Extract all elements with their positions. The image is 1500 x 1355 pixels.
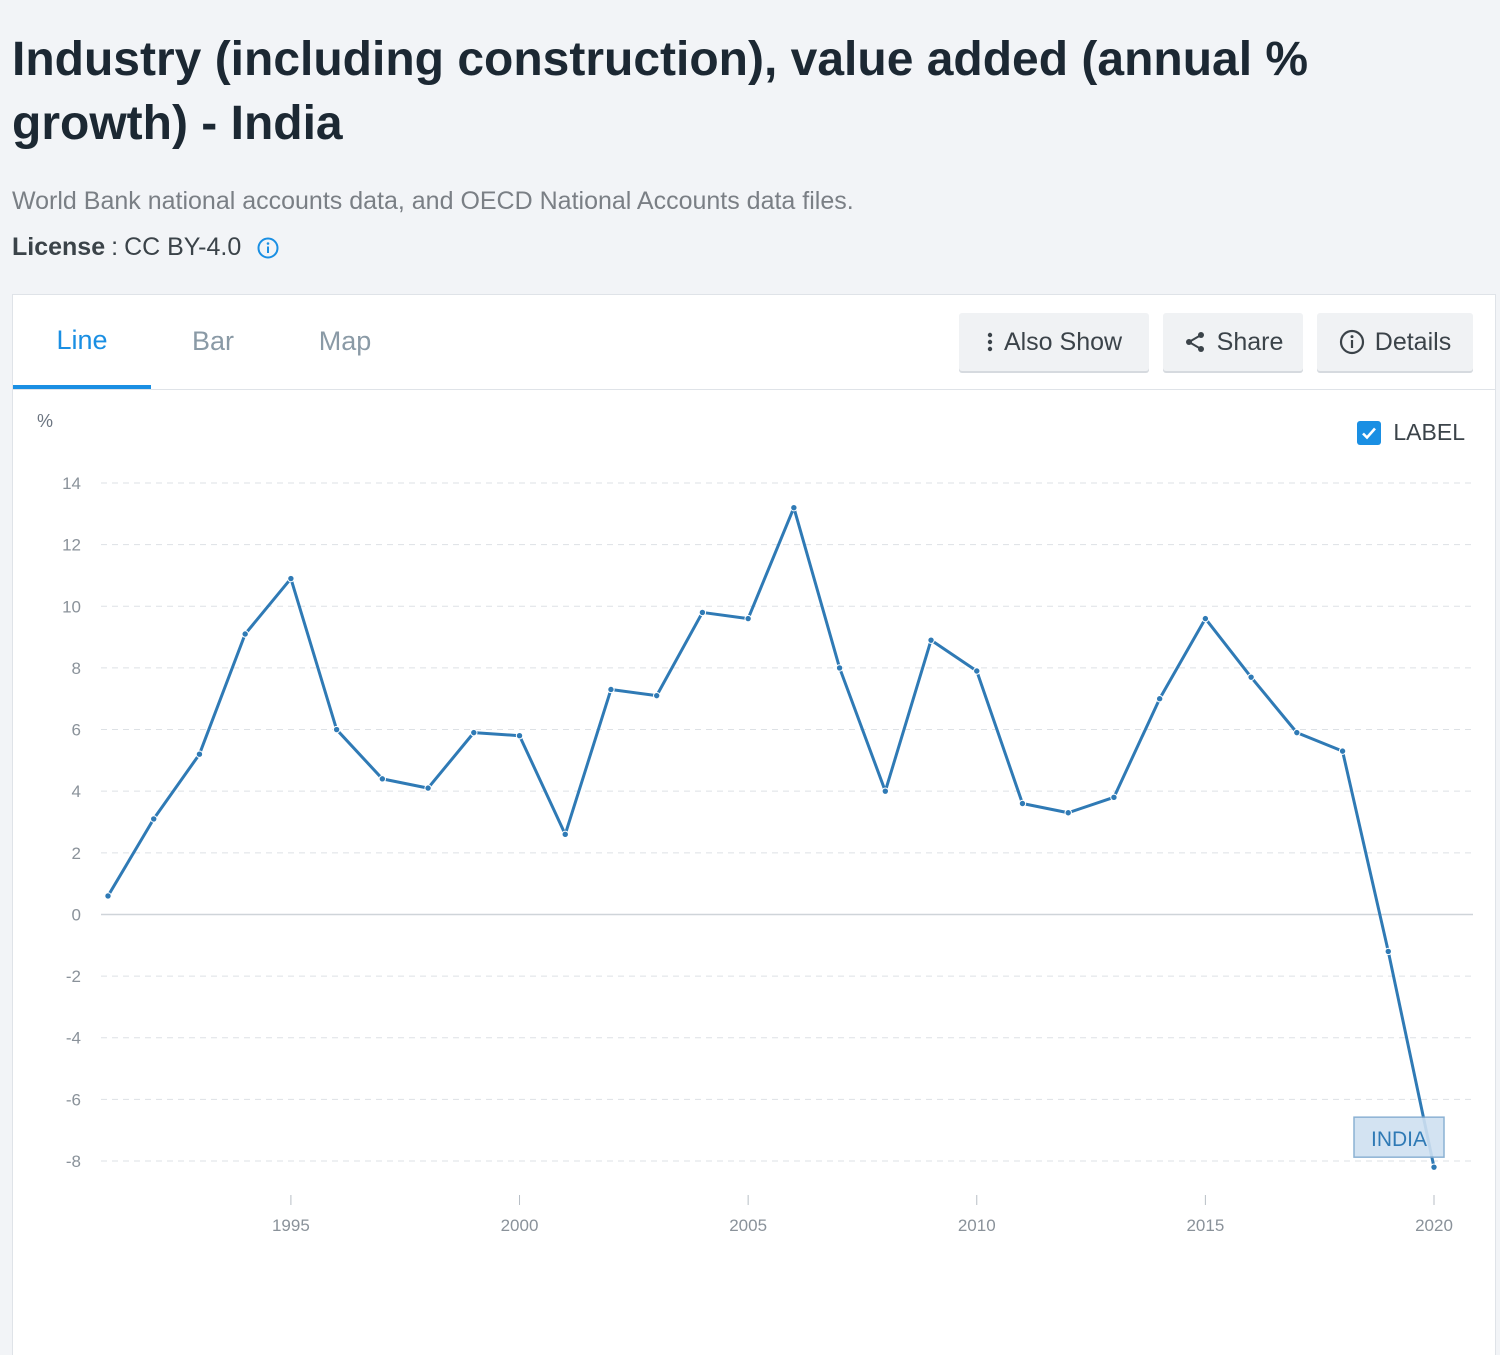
chart-card: Line Bar Map Also Show Share Details % L… <box>12 294 1496 1355</box>
data-point[interactable] <box>1430 1163 1438 1171</box>
share-button[interactable]: Share <box>1163 313 1303 371</box>
data-point[interactable] <box>1293 728 1301 737</box>
data-point[interactable] <box>744 614 752 623</box>
data-point[interactable] <box>150 815 158 823</box>
tab-line[interactable]: Line <box>13 295 151 389</box>
data-point[interactable] <box>652 691 661 700</box>
more-vertical-icon <box>987 332 993 352</box>
y-tick-label: 14 <box>62 474 81 493</box>
y-tick-label: 0 <box>72 905 81 924</box>
data-point[interactable] <box>104 892 112 900</box>
tab-map[interactable]: Map <box>318 325 372 356</box>
source-note: World Bank national accounts data, and O… <box>12 187 854 215</box>
data-point[interactable] <box>1110 793 1118 802</box>
share-icon <box>1185 332 1204 352</box>
x-tick-label: 2015 <box>1186 1216 1224 1235</box>
check-icon <box>1362 427 1377 439</box>
y-axis-unit: % <box>37 411 54 431</box>
also-show-button[interactable]: Also Show <box>959 313 1149 371</box>
series-label-box <box>1353 1116 1445 1158</box>
y-tick-label: 4 <box>72 782 81 801</box>
details-label: Details <box>1374 327 1452 356</box>
also-show-label: Also Show <box>1003 327 1123 356</box>
x-tick-label: 2000 <box>501 1216 539 1235</box>
data-point[interactable] <box>378 775 387 783</box>
series-label: INDIA <box>1371 1128 1427 1151</box>
data-point[interactable] <box>1018 799 1027 808</box>
page-title: Industry (including construction), value… <box>12 33 1309 150</box>
x-tick-label: 1995 <box>272 1216 310 1235</box>
label-toggle-text: LABEL <box>1393 419 1465 445</box>
data-point[interactable] <box>607 685 615 694</box>
data-point[interactable] <box>1384 947 1392 956</box>
x-tick-label: 2005 <box>729 1216 767 1235</box>
y-tick-label: -6 <box>66 1090 81 1109</box>
y-tick-label: 6 <box>72 721 81 740</box>
x-tick-label: 2020 <box>1415 1216 1453 1235</box>
license-label: License <box>12 233 106 261</box>
data-point[interactable] <box>698 608 707 617</box>
data-point[interactable] <box>470 728 478 737</box>
info-icon[interactable] <box>257 237 279 259</box>
view-tabs: Line Bar Map Also Show Share Details <box>13 295 1495 390</box>
data-point[interactable] <box>561 830 569 839</box>
license-separator: : <box>111 233 119 261</box>
y-tick-label: -2 <box>66 967 81 986</box>
x-tick-label: 2010 <box>958 1216 996 1235</box>
data-point[interactable] <box>515 732 524 740</box>
y-tick-label: 8 <box>72 659 81 678</box>
share-label: Share <box>1216 327 1284 356</box>
data-point[interactable] <box>332 725 341 734</box>
data-point[interactable] <box>790 503 798 512</box>
y-tick-label: 10 <box>62 597 81 616</box>
data-point[interactable] <box>1155 695 1164 703</box>
data-point[interactable] <box>973 667 981 675</box>
data-point[interactable] <box>835 664 844 672</box>
line-chart: 14 12 10 8 6 4 2 0 -2 -4 -6 -8 1995 2000 2005 2010 2015… <box>62 474 1473 1235</box>
data-point[interactable] <box>881 787 890 795</box>
y-tick-label: 2 <box>72 844 81 863</box>
y-tick-label: 12 <box>62 536 81 555</box>
data-point[interactable] <box>424 784 432 792</box>
data-point[interactable] <box>1338 747 1347 755</box>
label-checkbox[interactable] <box>1357 420 1382 445</box>
data-point[interactable] <box>927 636 935 644</box>
tab-bar[interactable]: Bar <box>191 325 235 356</box>
data-point[interactable] <box>1201 614 1210 623</box>
data-point[interactable] <box>287 574 295 583</box>
info-circle-icon <box>1339 329 1364 355</box>
license-line: License : CC BY-4.0 <box>12 233 279 262</box>
details-button[interactable]: Details <box>1317 313 1473 371</box>
series-line-india <box>106 506 1436 1168</box>
license-value: CC BY-4.0 <box>124 233 242 261</box>
label-toggle[interactable]: LABEL <box>1357 419 1465 446</box>
data-point[interactable] <box>1064 809 1072 817</box>
data-point[interactable] <box>1247 673 1255 681</box>
data-point[interactable] <box>195 750 204 758</box>
data-point[interactable] <box>241 630 249 638</box>
y-tick-label: -8 <box>66 1152 81 1171</box>
y-tick-label: -4 <box>66 1029 81 1048</box>
